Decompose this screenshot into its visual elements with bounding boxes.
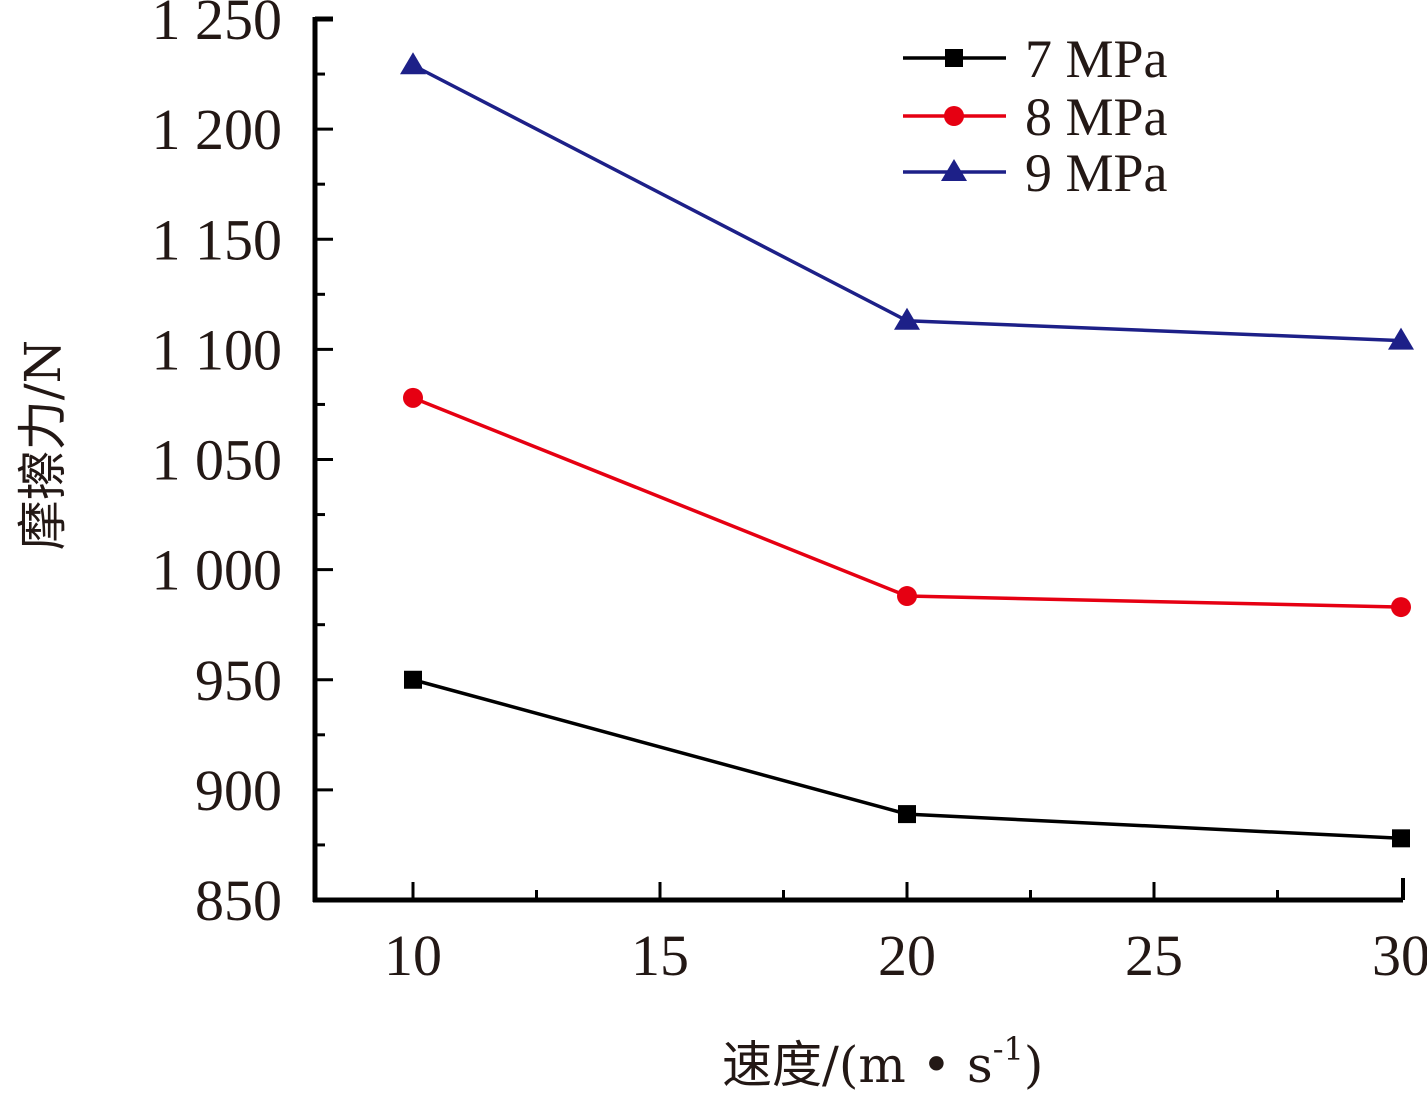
legend-item-8-mpa: 8 MPa (903, 87, 1168, 147)
data-point-8-mpa (403, 387, 423, 408)
x-tick-label: 30 (1372, 923, 1427, 988)
legend-marker-9-mpa (941, 159, 967, 181)
legend-marker-8-mpa (944, 106, 964, 126)
series-7-mpa (404, 670, 1410, 848)
series-line-8-mpa (412, 396, 1402, 609)
x-axis-title-main: 速度/(m • s (722, 1036, 993, 1094)
axes (312, 16, 1405, 903)
legend-item-9-mpa: 9 MPa (903, 143, 1168, 203)
y-tick-label: 1 100 (152, 317, 283, 382)
data-point-9-mpa (894, 307, 920, 330)
data-point-8-mpa (897, 586, 917, 607)
y-tick-label: 950 (195, 648, 282, 713)
data-point-9-mpa (1388, 327, 1414, 350)
ticks: 850 900 950 1 000 1 050 1 100 1 150 1 200 1 250 1… (152, 0, 1427, 988)
legend-label-9-mpa: 9 MPa (1025, 143, 1168, 203)
x-axis-title-sup: -1 (993, 1030, 1024, 1068)
series-line-9-mpa (412, 63, 1402, 343)
y-tick-label: 1 150 (152, 207, 283, 272)
legend-marker-7-mpa (945, 49, 963, 67)
x-tick-label: 25 (1125, 923, 1183, 988)
legend-label-7-mpa: 7 MPa (1025, 29, 1168, 89)
y-tick-label: 1 050 (152, 428, 283, 493)
data-point-7-mpa (1392, 829, 1410, 848)
data-point-7-mpa (404, 670, 422, 689)
y-tick-label: 1 200 (152, 97, 283, 162)
data-point-9-mpa (400, 52, 426, 75)
x-axis-title-close: ) (1024, 1036, 1044, 1094)
x-tick-label: 20 (878, 923, 936, 988)
x-tick-label: 15 (631, 923, 689, 988)
legend-label-8-mpa: 8 MPa (1025, 87, 1168, 147)
x-tick-label: 10 (384, 923, 442, 988)
x-axis-title: 速度/(m • s-1) (722, 1030, 1043, 1094)
series-8-mpa (403, 387, 1411, 618)
y-tick-label: 1 000 (152, 538, 283, 603)
legend-item-7-mpa: 7 MPa (903, 29, 1168, 89)
y-tick-label: 1 250 (152, 0, 283, 52)
series-group (400, 52, 1414, 848)
series-9-mpa (400, 52, 1414, 350)
y-tick-label: 900 (195, 758, 282, 823)
y-axis-title: 摩擦力/N (14, 340, 72, 551)
data-point-7-mpa (898, 805, 916, 824)
y-tick-label: 850 (195, 868, 282, 933)
data-point-8-mpa (1391, 597, 1411, 618)
